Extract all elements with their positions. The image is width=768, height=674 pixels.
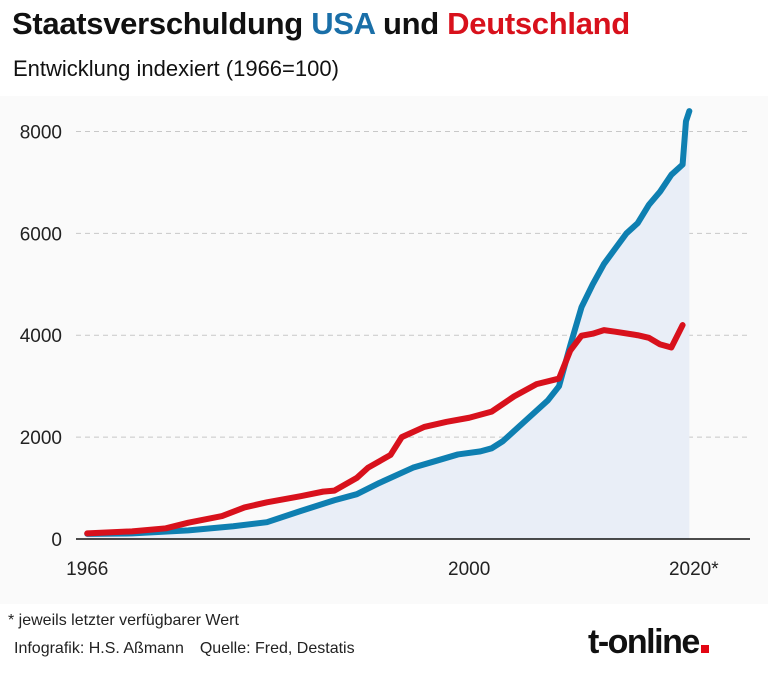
chart-title: Staatsverschuldung USA und Deutschland [12, 6, 630, 42]
line-usa [84, 108, 693, 537]
credit-author: Infografik: H.S. Aßmann [14, 640, 184, 657]
logo-dot-icon [700, 645, 709, 653]
title-deutschland: Deutschland [447, 6, 630, 41]
credit-source: Quelle: Fred, Destatis [199, 640, 355, 657]
credits: Infografik: H.S. Aßmann Quelle: Fred, Des… [14, 640, 355, 658]
footnote: * jeweils letzter verfügbarer Wert [8, 612, 239, 629]
line-chart: 0 2000 4000 6000 8000 1966 2000 2020* [20, 108, 750, 580]
y-tick-label-6000: 6000 [20, 224, 62, 245]
y-tick-label-2000: 2000 [20, 428, 62, 449]
y-tick-label-4000: 4000 [20, 326, 62, 347]
logo-text: t-online [588, 623, 700, 661]
y-tick-label-0: 0 [51, 530, 62, 551]
title-part-1: Staatsverschuldung [12, 6, 312, 41]
x-tick-label-2020: 2020* [669, 559, 719, 580]
x-tick-label-1966: 1966 [66, 559, 108, 580]
line-de [84, 322, 686, 537]
area-usa [87, 111, 690, 539]
title-part-2: und [374, 6, 448, 41]
x-tick-label-2000: 2000 [448, 559, 490, 580]
chart-subtitle: Entwicklung indexiert (1966=100) [13, 56, 339, 81]
y-tick-label-8000: 8000 [20, 122, 62, 143]
t-online-logo[interactable]: t-online [588, 622, 709, 662]
title-usa: USA [311, 6, 375, 41]
